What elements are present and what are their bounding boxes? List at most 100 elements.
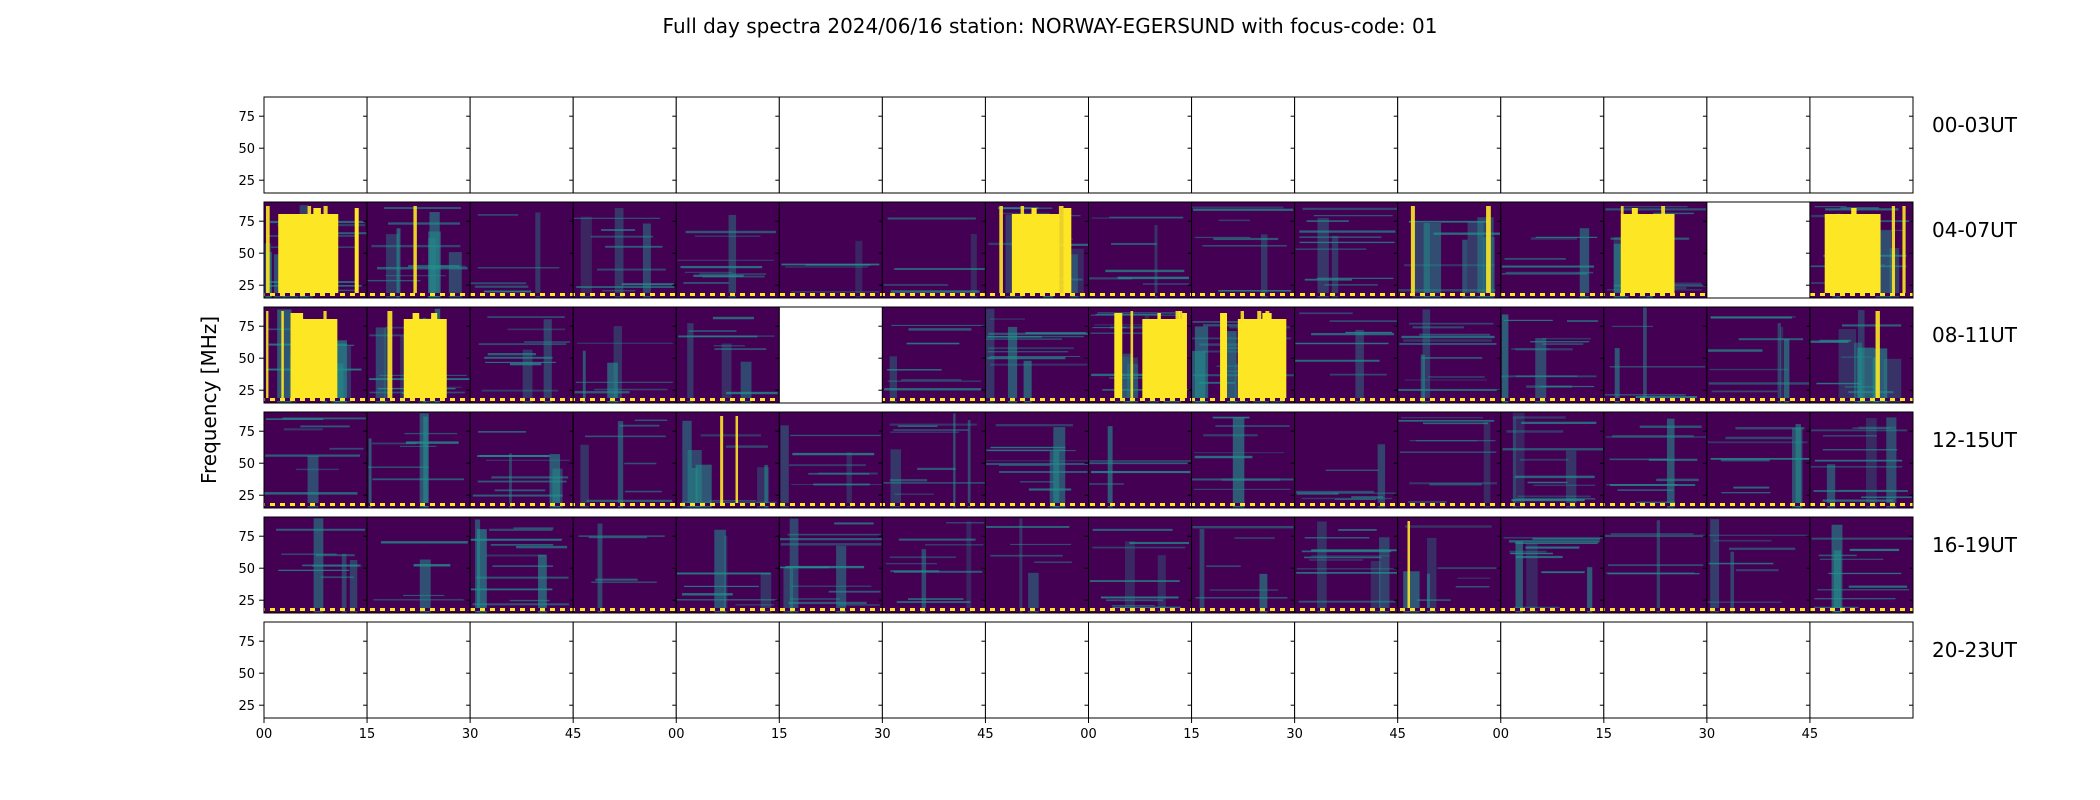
spectral-line [281,553,337,555]
panel-background [985,517,1089,613]
spectral-line [1215,425,1290,427]
burst-band [580,444,589,508]
dashed-band [1706,503,1810,506]
empty-panel-bg [1294,97,1398,193]
spectral-line [1501,273,1587,275]
spectrum-panel [469,201,574,299]
spectral-line [373,598,464,601]
empty-panel-bg [367,622,471,718]
panel-background [1088,412,1192,508]
spectral-line [1437,567,1497,569]
spectral-line [1708,534,1809,536]
y-tick-label: 75 [238,425,255,440]
spectral-line [428,265,466,267]
spectral-line [1397,388,1501,391]
spectrum-panel [263,411,368,509]
spectrum-panel [1088,96,1193,194]
burst-band [1777,323,1781,403]
burst-band [1412,222,1430,298]
panel-background [779,517,883,613]
empty-panel-bg [779,97,883,193]
y-tick-label: 75 [238,320,255,335]
burst-band [783,567,794,613]
spectral-line [1508,540,1600,543]
dashed-band [264,293,368,296]
spectral-line [265,454,360,457]
spectral-line [686,335,775,337]
spectrum-panel [366,96,471,194]
spectral-line [676,599,778,601]
spectral-line [1302,207,1398,210]
dashed-band [779,608,883,611]
spectral-line [472,494,563,497]
burst-band [1467,221,1484,298]
spectrum-panel [263,201,368,299]
spectral-line [785,565,865,569]
dashed-band [1809,608,1913,611]
burst-band [1370,560,1381,613]
spectral-line [677,259,774,261]
dashed-band [1603,293,1707,296]
spectral-line [1535,236,1598,238]
spectral-line [887,217,976,220]
spectral-line [1091,470,1191,474]
spectral-line [1610,484,1696,486]
spectral-line [990,363,1088,366]
spectral-line [484,290,532,293]
spectral-line [889,423,977,426]
panel-background [1191,517,1295,613]
spectral-line [1299,241,1395,244]
spectrum-panel [984,516,1089,614]
burst-band [396,228,401,298]
spectrum-panel [572,201,677,299]
spectral-line [884,388,982,391]
spectral-line [1822,435,1877,437]
y-tick-label: 75 [238,110,255,125]
empty-panel-bg [1191,97,1295,193]
spectra-row: 25 50 75 04-07UT [238,201,2018,299]
burst-band [1355,329,1364,403]
spectral-line [1817,589,1910,591]
spectrum-panel [1500,306,1605,404]
spectral-line [1533,484,1596,487]
spectrum-panel [881,201,986,299]
burst-band [522,349,533,403]
burst-band [419,559,431,613]
spectral-line [1020,481,1055,483]
burst-band [1512,412,1525,508]
burst-band [1068,248,1084,298]
spectral-line [887,369,942,371]
burst-band [549,454,561,508]
dashed-band [1500,398,1604,401]
x-tick-label: 00 [1080,727,1097,742]
x-tick-label: 30 [874,727,891,742]
x-tick-label: 15 [1183,727,1200,742]
spectral-line [490,544,554,546]
burst-band [1791,428,1803,508]
row-time-label: 16-19UT [1932,533,2018,557]
spectral-line [785,266,868,268]
spectral-line [1401,416,1484,419]
dashed-band [367,503,471,506]
x-tick-label: 00 [668,727,685,742]
spectral-line [477,431,527,433]
panel-frame [1809,411,1914,509]
burst-band [1587,567,1593,613]
spectral-line [1810,340,1849,343]
burst-band [1826,464,1836,508]
spectra-row: 25 50 75 08-11UT [238,306,2018,404]
burst-band [1426,573,1430,613]
empty-panel-bg [676,622,780,718]
spectral-line [1295,342,1389,345]
bright-burst [266,206,270,294]
spectrum-panel [984,306,1089,404]
dashed-band [1397,293,1501,296]
bright-burst [1486,206,1491,294]
spectral-line [890,290,980,293]
y-axis-label: Frequency [MHz] [197,316,221,484]
burst-band [1007,326,1018,403]
burst-band [307,455,319,508]
panel-background [985,307,1089,403]
spectral-line [1617,489,1674,491]
burst-band [538,554,547,613]
